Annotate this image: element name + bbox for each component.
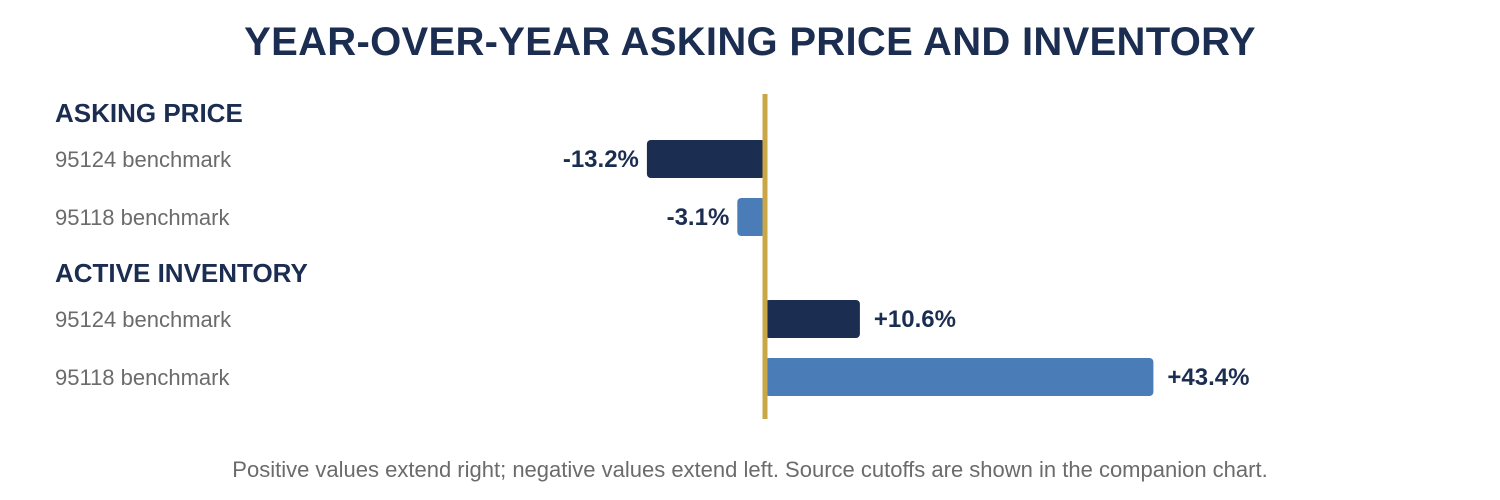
row-label-inventory-95118: 95118 benchmark bbox=[55, 365, 230, 390]
value-label-inventory-95118: +43.4% bbox=[1167, 364, 1249, 391]
section-heading-active-inventory: ACTIVE INVENTORY bbox=[55, 258, 308, 288]
row-label-asking-95124: 95124 benchmark bbox=[55, 147, 232, 172]
section-heading-asking-price: ASKING PRICE bbox=[55, 98, 243, 128]
bar-inventory-95124 bbox=[765, 300, 860, 338]
footnote: Positive values extend right; negative v… bbox=[232, 457, 1268, 482]
bar-inventory-95118 bbox=[765, 358, 1154, 396]
value-label-asking-95118: -3.1% bbox=[667, 204, 730, 231]
bar-asking-95118 bbox=[737, 198, 765, 236]
value-label-inventory-95124: +10.6% bbox=[874, 306, 956, 333]
row-label-asking-95118: 95118 benchmark bbox=[55, 205, 230, 230]
row-label-inventory-95124: 95124 benchmark bbox=[55, 307, 232, 332]
bar-asking-95124 bbox=[646, 140, 765, 178]
value-label-asking-95124: -13.2% bbox=[563, 146, 639, 173]
chart-title: YEAR-OVER-YEAR ASKING PRICE AND INVENTOR… bbox=[244, 20, 1256, 64]
